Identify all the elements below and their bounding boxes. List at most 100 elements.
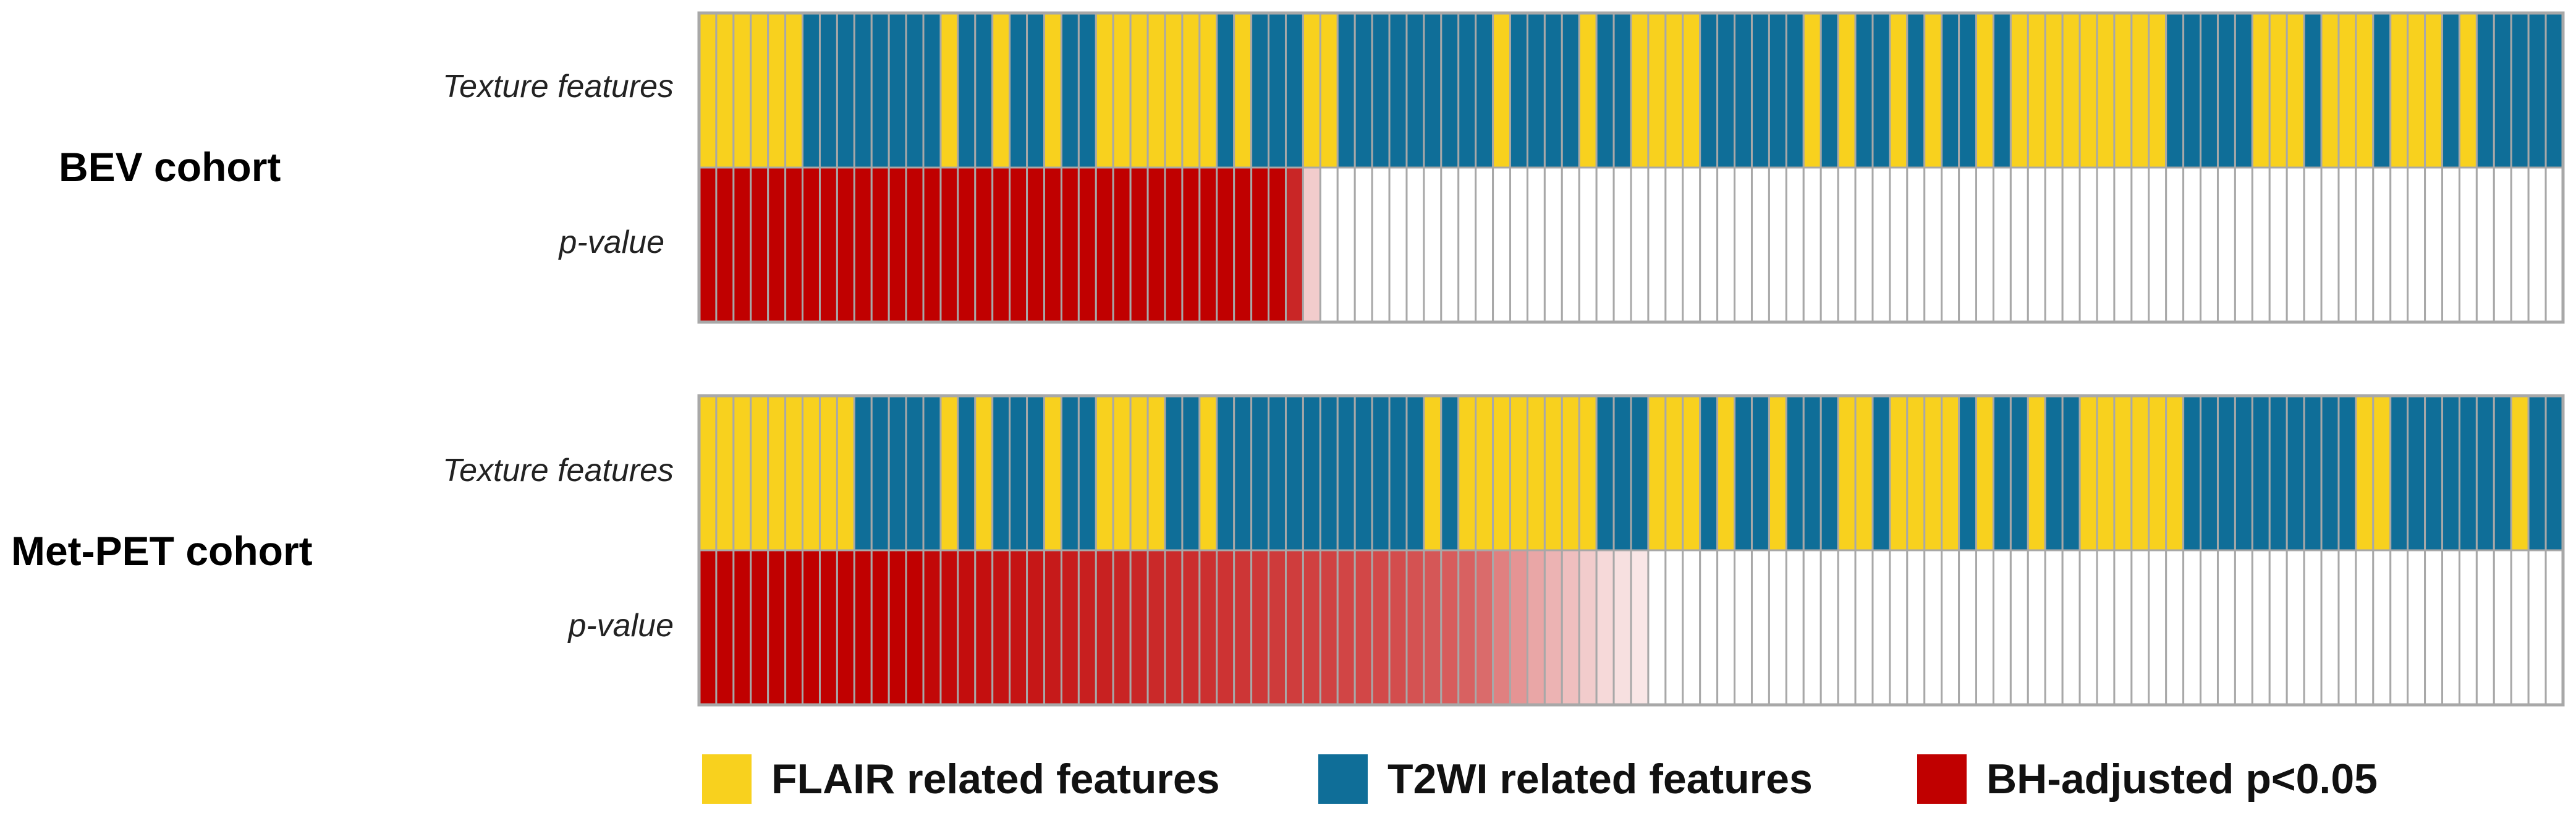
metpet-pvalue-cell-94 — [2320, 549, 2340, 706]
bev-pvalue-cell-51 — [1578, 166, 1598, 323]
metpet-pvalue-cell-8 — [836, 549, 855, 706]
bev-texture-cell-53 — [1612, 12, 1632, 169]
bev-texture-cell-70 — [1906, 12, 1926, 169]
metpet-pvalue-cell-25 — [1129, 549, 1149, 706]
metpet-pvalue-cell-59 — [1716, 549, 1736, 706]
bev-pvalue-cell-101 — [2441, 166, 2460, 323]
bev-texture-cell-99 — [2407, 12, 2426, 169]
bev-pvalue-cell-70 — [1906, 166, 1926, 323]
bev-pvalue-cell-36 — [1319, 166, 1339, 323]
metpet-texture-cell-106 — [2527, 394, 2547, 552]
metpet-texture-cell-52 — [1595, 394, 1615, 552]
metpet-texture-cell-90 — [2251, 394, 2271, 552]
metpet-pvalue-cell-66 — [1837, 549, 1857, 706]
metpet-pvalue-cell-39 — [1371, 549, 1391, 706]
legend-label-t2wi: T2WI related features — [1388, 756, 1813, 803]
metpet-texture-cell-1 — [715, 394, 735, 552]
bev-texture-cell-8 — [836, 12, 855, 169]
metpet-texture-cell-3 — [750, 394, 769, 552]
bev-texture-cell-76 — [2009, 12, 2029, 169]
bev-texture-cell-23 — [1095, 12, 1114, 169]
row-label-bev-pvalue: p-value — [559, 224, 664, 260]
metpet-pvalue-cell-107 — [2544, 549, 2564, 706]
bev-pvalue-cell-95 — [2337, 166, 2357, 323]
bev-pvalue-cell-24 — [1112, 166, 1132, 323]
metpet-pvalue-cell-67 — [1854, 549, 1874, 706]
metpet-texture-cell-88 — [2216, 394, 2236, 552]
bev-pvalue-cell-49 — [1543, 166, 1563, 323]
bev-pvalue-cell-30 — [1216, 166, 1235, 323]
metpet-texture-cell-62 — [1768, 394, 1787, 552]
metpet-pvalue-cell-44 — [1457, 549, 1477, 706]
bev-pvalue-cell-62 — [1768, 166, 1787, 323]
bev-texture-cell-1 — [715, 12, 735, 169]
heatmap-metpet — [697, 394, 2565, 707]
metpet-pvalue-cell-36 — [1319, 549, 1339, 706]
metpet-texture-cell-41 — [1405, 394, 1425, 552]
metpet-pvalue-cell-76 — [2009, 549, 2029, 706]
metpet-texture-cell-95 — [2337, 394, 2357, 552]
metpet-pvalue-cell-103 — [2475, 549, 2495, 706]
metpet-pvalue-cell-61 — [1750, 549, 1770, 706]
bev-texture-cell-26 — [1146, 12, 1166, 169]
bev-texture-cell-101 — [2441, 12, 2460, 169]
metpet-texture-cell-96 — [2355, 394, 2375, 552]
metpet-pvalue-cell-35 — [1302, 549, 1321, 706]
bev-texture-cell-52 — [1595, 12, 1615, 169]
bev-texture-cell-98 — [2389, 12, 2409, 169]
bev-texture-cell-77 — [2027, 12, 2046, 169]
metpet-pvalue-cell-1 — [715, 549, 735, 706]
bev-pvalue-cell-87 — [2200, 166, 2219, 323]
bev-pvalue-cell-23 — [1095, 166, 1114, 323]
bev-pvalue-cell-106 — [2527, 166, 2547, 323]
bev-pvalue-cell-90 — [2251, 166, 2271, 323]
bev-texture-cell-37 — [1336, 12, 1356, 169]
metpet-pvalue-cell-72 — [1941, 549, 1960, 706]
bev-texture-cell-5 — [784, 12, 804, 169]
cohort-label-bev: BEV cohort — [59, 144, 281, 190]
metpet-heatmap-border — [697, 394, 2565, 707]
metpet-pvalue-cell-65 — [1820, 549, 1839, 706]
bev-pvalue-cell-34 — [1284, 166, 1304, 323]
metpet-pvalue-cell-75 — [1992, 549, 2012, 706]
metpet-pvalue-cell-47 — [1509, 549, 1528, 706]
bev-pvalue-cell-50 — [1561, 166, 1580, 323]
bev-pvalue-cell-5 — [784, 166, 804, 323]
metpet-pvalue-cell-97 — [2372, 549, 2392, 706]
bev-texture-cell-75 — [1992, 12, 2012, 169]
metpet-texture-cell-29 — [1198, 394, 1218, 552]
bev-texture-cell-104 — [2493, 12, 2512, 169]
bev-texture-cell-34 — [1284, 12, 1304, 169]
bev-pvalue-cell-48 — [1526, 166, 1546, 323]
metpet-texture-cell-86 — [2182, 394, 2202, 552]
bev-pvalue-cell-29 — [1198, 166, 1218, 323]
metpet-pvalue-cell-68 — [1871, 549, 1891, 706]
metpet-texture-cell-40 — [1388, 394, 1408, 552]
metpet-pvalue-cell-99 — [2407, 549, 2426, 706]
bev-texture-cell-4 — [767, 12, 787, 169]
metpet-pvalue-cell-11 — [888, 549, 907, 706]
metpet-pvalue-cell-38 — [1354, 549, 1373, 706]
bev-texture-cell-2 — [732, 12, 752, 169]
bev-texture-cell-38 — [1354, 12, 1373, 169]
bev-texture-cell-65 — [1820, 12, 1839, 169]
metpet-pvalue-cell-21 — [1060, 549, 1080, 706]
metpet-pvalue-cell-86 — [2182, 549, 2202, 706]
metpet-texture-cell-80 — [2078, 394, 2098, 552]
bev-texture-cell-61 — [1750, 12, 1770, 169]
metpet-texture-cell-15 — [957, 394, 977, 552]
bev-pvalue-cell-25 — [1129, 166, 1149, 323]
metpet-pvalue-cell-58 — [1699, 549, 1719, 706]
metpet-texture-cell-93 — [2303, 394, 2323, 552]
bev-texture-cell-63 — [1785, 12, 1805, 169]
bev-texture-cell-68 — [1871, 12, 1891, 169]
metpet-texture-cell-22 — [1077, 394, 1097, 552]
bev-pvalue-cell-9 — [853, 166, 873, 323]
metpet-texture-cell-58 — [1699, 394, 1719, 552]
bev-pvalue-cell-83 — [2130, 166, 2150, 323]
bev-pvalue-cell-82 — [2113, 166, 2133, 323]
metpet-pvalue-cell-37 — [1336, 549, 1356, 706]
bev-pvalue-cell-77 — [2027, 166, 2046, 323]
metpet-texture-cell-46 — [1492, 394, 1512, 552]
metpet-pvalue-cell-89 — [2234, 549, 2253, 706]
